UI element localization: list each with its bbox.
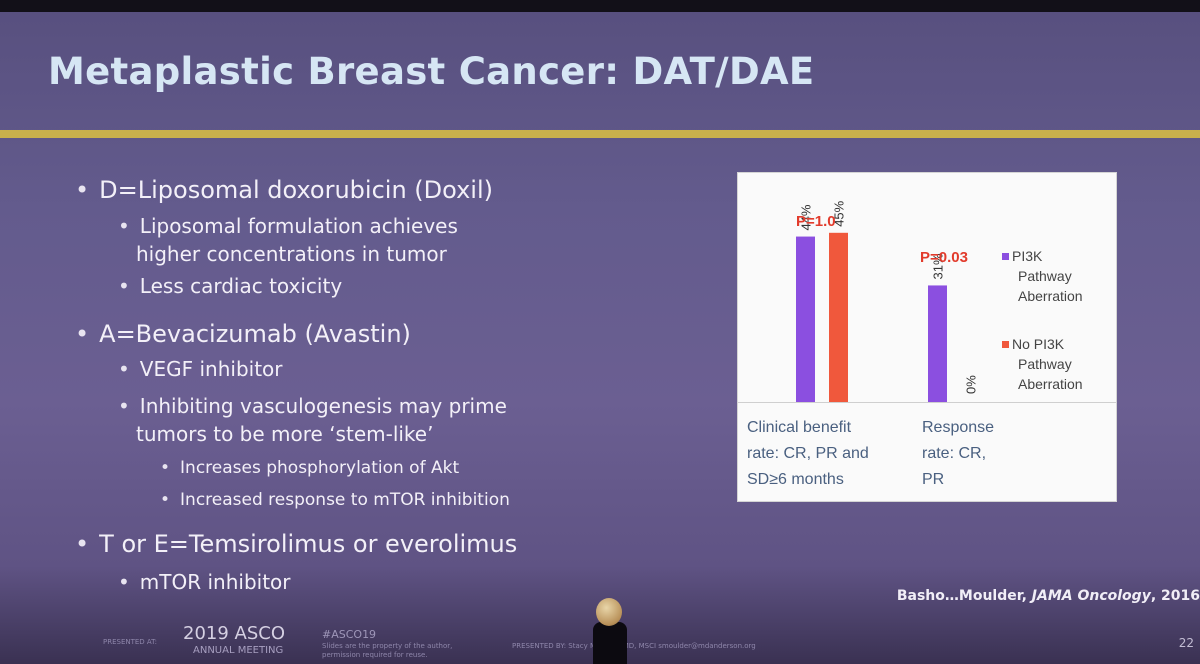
bullet-level-2: • Inhibiting vasculogenesis may prime <box>118 394 507 418</box>
legend-label: PI3K <box>1012 248 1043 264</box>
data-label: 44% <box>799 204 814 230</box>
bullet-text: higher concentrations in tumor <box>136 242 447 266</box>
bullet-text: T or E=Temsirolimus or everolimus <box>99 530 518 558</box>
citation-year: , 2016 <box>1150 588 1200 604</box>
bullet-text: D=Liposomal doxorubicin (Doxil) <box>99 176 493 204</box>
bullet-dot: • <box>118 570 130 594</box>
bar-chart: 44% 31% 45% 0% P=1.0 P=0.03 Clinical benefit ra… <box>737 172 1117 502</box>
citation-journal: JAMA Oncology <box>1031 588 1151 604</box>
bullet-level-1: • T or E=Temsirolimus or everolimus <box>75 530 517 558</box>
presenter-silhouette <box>593 622 627 664</box>
notice-line-1: Slides are the property of the author, <box>322 642 453 650</box>
bullet-text: Increased response to mTOR inhibition <box>180 490 510 510</box>
bullet-text: tumors to be more ‘stem-like’ <box>136 422 434 446</box>
bullet-text: Liposomal formulation achieves <box>139 214 458 238</box>
bullet-dot: • <box>75 530 90 558</box>
bullet-level-2: tumors to be more ‘stem-like’ <box>136 422 433 446</box>
bullet-level-3: • Increased response to mTOR inhibition <box>160 490 510 510</box>
asco-year: 2019 ASCO <box>183 623 286 644</box>
bullet-dot: • <box>160 458 171 478</box>
legend-label: No PI3K <box>1012 336 1065 352</box>
bullet-text: Increases phosphorylation of Akt <box>180 458 460 478</box>
category-label: Clinical benefit <box>747 419 852 436</box>
bullet-level-1: • D=Liposomal doxorubicin (Doxil) <box>75 176 493 204</box>
bullet-dot: • <box>75 320 90 348</box>
bullet-dot: • <box>118 214 130 238</box>
bullet-dot: • <box>75 176 90 204</box>
p-value-label: P=0.03 <box>920 249 968 266</box>
category-label: Response <box>922 419 994 436</box>
bullet-level-2: • Less cardiac toxicity <box>118 274 342 298</box>
bullet-level-2: • mTOR inhibitor <box>118 570 291 594</box>
bullet-dot: • <box>118 274 130 298</box>
chart-canvas: 44% 31% 45% 0% P=1.0 P=0.03 Clinical benefit ra… <box>738 200 1116 488</box>
data-label: 0% <box>964 375 979 394</box>
bullet-dot: • <box>160 490 171 510</box>
slide-title: Metaplastic Breast Cancer: DAT/DAE <box>48 50 815 93</box>
bar <box>928 285 947 402</box>
data-label: 45% <box>832 200 847 226</box>
bullet-dot: • <box>118 394 130 418</box>
legend-label: Pathway <box>1018 268 1072 284</box>
citation: Basho…Moulder, JAMA Oncology, 2016 <box>897 588 1200 604</box>
presented-by: PRESENTED BY: Stacy Moulder, MD, MSCI sm… <box>512 642 756 650</box>
presentation-slide: Metaplastic Breast Cancer: DAT/DAE • D=Li… <box>0 12 1200 664</box>
bullet-text: VEGF inhibitor <box>139 357 283 381</box>
bullet-text: A=Bevacizumab (Avastin) <box>99 320 411 348</box>
data-label: 31% <box>931 253 946 279</box>
page-number: 22 <box>1178 636 1194 650</box>
bullet-level-1: • A=Bevacizumab (Avastin) <box>75 320 411 348</box>
hashtag: #ASCO19 <box>322 628 377 641</box>
bullet-level-2: • Liposomal formulation achieves <box>118 214 458 238</box>
legend-label: Aberration <box>1018 376 1083 392</box>
bullet-text: Less cardiac toxicity <box>139 274 343 298</box>
bar <box>796 236 815 402</box>
bullet-dot: • <box>118 357 130 381</box>
bullet-level-2: • VEGF inhibitor <box>118 357 283 381</box>
bullet-text: Inhibiting vasculogenesis may prime <box>139 394 507 418</box>
legend-label: Aberration <box>1018 288 1083 304</box>
legend-label: Pathway <box>1018 356 1072 372</box>
category-label: rate: CR, <box>922 445 986 462</box>
legend-swatch <box>1002 341 1009 348</box>
bullet-level-2: higher concentrations in tumor <box>136 242 447 266</box>
category-label: PR <box>922 471 944 488</box>
notice-line-2: permission required for reuse. <box>322 651 428 659</box>
legend-swatch <box>1002 253 1009 260</box>
p-value-label: P=1.0 <box>796 213 836 230</box>
bullet-level-3: • Increases phosphorylation of Akt <box>160 458 459 478</box>
bar <box>829 232 848 402</box>
category-label: rate: CR, PR and <box>747 445 869 462</box>
category-label: SD≥6 months <box>747 471 844 488</box>
title-divider <box>0 130 1200 138</box>
presented-at-label: PRESENTED AT: <box>103 638 158 646</box>
citation-authors: Basho…Moulder, <box>896 588 1032 604</box>
asco-meeting: ANNUAL MEETING <box>193 645 284 656</box>
presenter-head <box>596 598 622 626</box>
bullet-text: mTOR inhibitor <box>139 570 291 594</box>
